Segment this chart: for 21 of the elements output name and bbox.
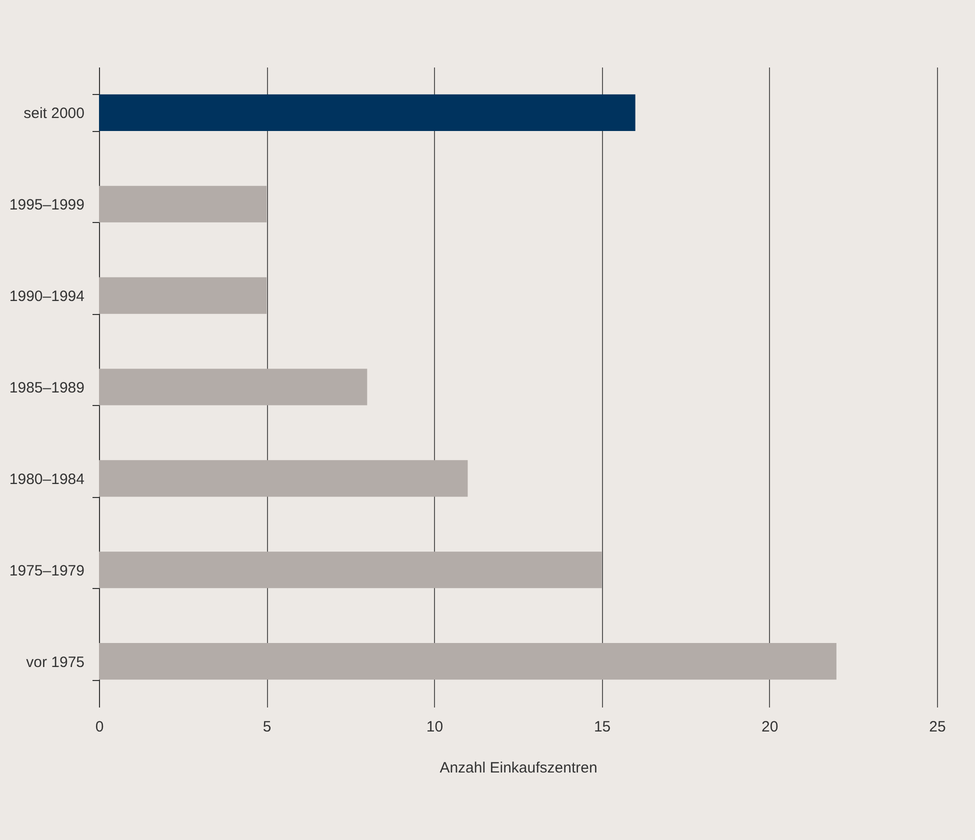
y-tick-label: vor 1975 [26,654,84,671]
x-tick-label: 10 [426,718,444,736]
bar [99,552,602,588]
bar [99,94,636,131]
bar [99,368,368,406]
x-tick-label: 25 [929,718,946,736]
bar [99,460,468,497]
y-tick-label: 1975–1979 [9,562,84,580]
x-tick-label: 15 [594,718,611,736]
y-tick-label: seit 2000 [24,105,84,122]
bar [99,277,267,314]
x-tick-label: 5 [262,718,272,736]
bar [99,186,267,222]
x-tick-label: 0 [95,718,104,736]
x-axis-title: Anzahl Einkaufszentren [440,760,598,776]
y-tick-label: 1980–1984 [9,470,84,488]
bar [99,643,836,680]
x-tick-label: 20 [762,718,778,736]
y-tick-label: 1995–1999 [9,196,84,214]
y-tick-label: 1985–1989 [9,380,84,396]
y-tick-label: 1990–1994 [9,288,84,306]
